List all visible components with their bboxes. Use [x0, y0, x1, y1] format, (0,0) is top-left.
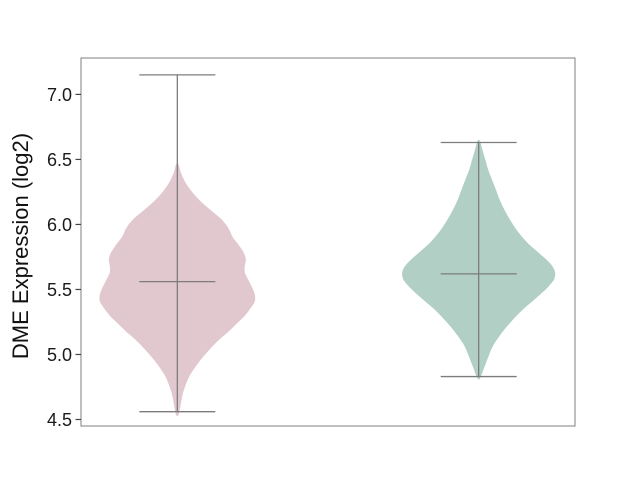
y-tick-label: 6.5 — [47, 150, 72, 170]
y-tick-label: 6.0 — [47, 215, 72, 235]
y-tick-label: 4.5 — [47, 410, 72, 430]
y-tick-label: 7.0 — [47, 85, 72, 105]
y-tick-label: 5.0 — [47, 345, 72, 365]
y-axis-label: DME Expression (log2) — [8, 132, 33, 360]
axes-box — [80, 57, 576, 427]
y-tick-label: 5.5 — [47, 280, 72, 300]
